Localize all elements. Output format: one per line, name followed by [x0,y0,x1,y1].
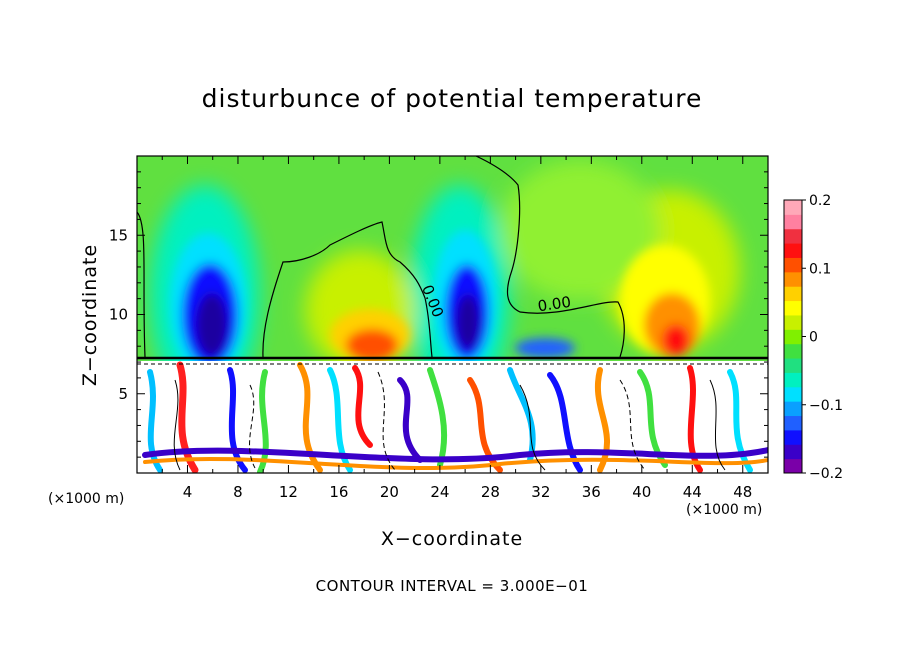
colorbar-label: −0.2 [809,466,843,482]
colorbar-segment [784,458,802,474]
y-axis: 5 10 15 [109,171,768,458]
x-tick-label: 16 [329,483,348,501]
colorbar-label: −0.1 [809,398,843,414]
x-tick-label: 36 [582,483,601,501]
colorbar-segment [784,214,802,230]
colorbar-segment [784,286,802,302]
colorbar-label: 0.2 [809,193,831,209]
x-unit-label-left: (×1000 m) [48,491,125,507]
zero-contour-left [137,211,146,358]
colorbar-label: 0 [809,330,818,346]
x-tick-label: 28 [481,483,500,501]
colorbar-segment [784,271,802,287]
colorbar-segment [784,314,802,330]
zero-contour-middle [262,221,433,358]
x-tick-label: 20 [380,483,399,501]
colorbar-segment [784,200,802,215]
contour-lines [137,156,768,365]
x-tick-label: 4 [183,483,193,501]
colorbar-segment [784,343,802,359]
colorbar-segment [784,243,802,258]
x-tick-label: 24 [430,483,449,501]
colorbar-segment [784,358,802,373]
x-axis-label: X−coordinate [380,528,524,550]
x-unit-label-right: (×1000 m) [686,502,763,518]
x-tick-label: 8 [233,483,243,501]
colorbar-segment [784,300,802,316]
colorbar-segment [784,329,802,345]
zero-contour-right [475,156,625,358]
chart-title: disturbunce of potential temperature [201,84,703,113]
colorbar-segment [784,429,802,445]
x-tick-label: 48 [733,483,752,501]
colorbar-segment [784,228,802,244]
x-tick-label: 44 [683,483,702,501]
x-tick-label: 40 [632,483,651,501]
y-tick-label: 5 [118,385,128,403]
contour-interval-note: CONTOUR INTERVAL = 3.000E−01 [315,577,589,595]
colorbar-segment [784,386,802,402]
colorbar-segment [784,444,802,460]
y-tick-label: 15 [109,226,128,244]
x-axis: 4 8 12 16 20 24 28 32 36 40 44 48 [161,156,752,501]
colorbar-segment [784,401,802,417]
colorbar-segment [784,257,802,273]
x-tick-label: 12 [279,483,298,501]
contour-label: 0.00 [537,293,573,315]
colorbar-segment [784,372,802,388]
colorbar-label: 0.1 [809,261,831,277]
y-tick-label: 10 [109,306,128,324]
colorbar-segment [784,415,802,431]
colorbar: 0.2 0.1 0 −0.1 −0.2 [783,193,843,482]
x-tick-label: 32 [531,483,550,501]
lower-field [137,361,768,473]
upper-field [137,156,768,405]
